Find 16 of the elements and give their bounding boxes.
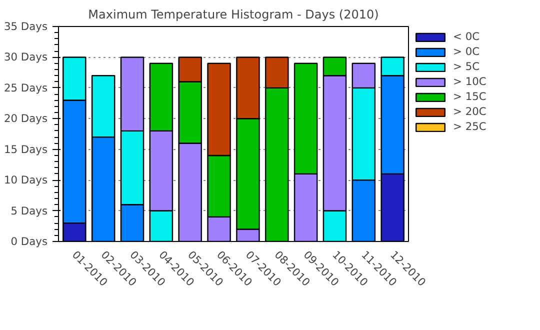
y-tick-label: 0 Days [10, 235, 48, 248]
legend-label: > 0C [453, 45, 480, 58]
y-tick-label: 25 Days [4, 81, 48, 94]
legend-label: > 10C [453, 75, 486, 88]
legend-label: > 15C [453, 90, 486, 103]
legend-label: < 0C [453, 30, 480, 43]
legend-label: > 25C [453, 120, 486, 133]
legend-label: > 5C [453, 60, 480, 73]
legend-label: > 20C [453, 105, 486, 118]
y-tick-label: 20 Days [4, 112, 48, 126]
y-tick-label: 10 Days [4, 174, 48, 187]
y-tick-label: 15 Days [4, 142, 48, 156]
y-tick-label: 30 Days [4, 50, 48, 64]
chart-title: Maximum Temperature Histogram - Days (2010) [88, 8, 379, 22]
y-tick-label: 5 Days [10, 204, 48, 218]
y-tick-label: 35 Days [4, 20, 48, 33]
